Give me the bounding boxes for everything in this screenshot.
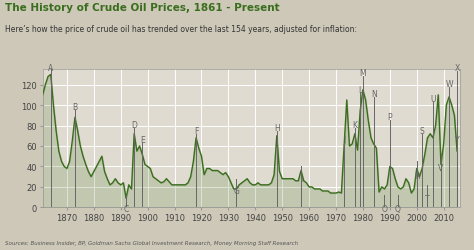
- Text: D: D: [131, 120, 137, 129]
- Text: M: M: [360, 69, 366, 78]
- Text: S: S: [420, 126, 425, 135]
- Text: Y: Y: [455, 136, 459, 144]
- Text: H: H: [274, 123, 280, 132]
- Text: E: E: [140, 136, 145, 144]
- Text: X: X: [455, 64, 460, 73]
- Text: U: U: [430, 95, 436, 104]
- Text: I: I: [300, 174, 302, 183]
- Text: Q: Q: [395, 204, 401, 214]
- Text: P: P: [388, 113, 392, 122]
- Text: W: W: [445, 79, 453, 88]
- Text: K: K: [352, 120, 357, 129]
- Text: Here’s how the price of crude oil has trended over the last 154 years, adjusted : Here’s how the price of crude oil has tr…: [5, 25, 357, 34]
- Text: The History of Crude Oil Prices, 1861 - Present: The History of Crude Oil Prices, 1861 - …: [5, 2, 279, 12]
- Text: A: A: [48, 64, 54, 73]
- Text: B: B: [73, 103, 78, 112]
- Text: F: F: [194, 126, 198, 135]
- Text: O: O: [382, 204, 387, 214]
- Text: L: L: [358, 86, 362, 94]
- Text: R: R: [414, 171, 419, 180]
- Text: J: J: [343, 136, 345, 144]
- Text: Sources: Business Insider, BP, Goldman Sachs Global Investment Research, Money M: Sources: Business Insider, BP, Goldman S…: [5, 240, 298, 245]
- Text: V: V: [438, 164, 444, 173]
- Text: T: T: [425, 194, 430, 203]
- Text: N: N: [371, 90, 376, 98]
- Text: C: C: [123, 204, 129, 214]
- Text: G: G: [234, 186, 239, 195]
